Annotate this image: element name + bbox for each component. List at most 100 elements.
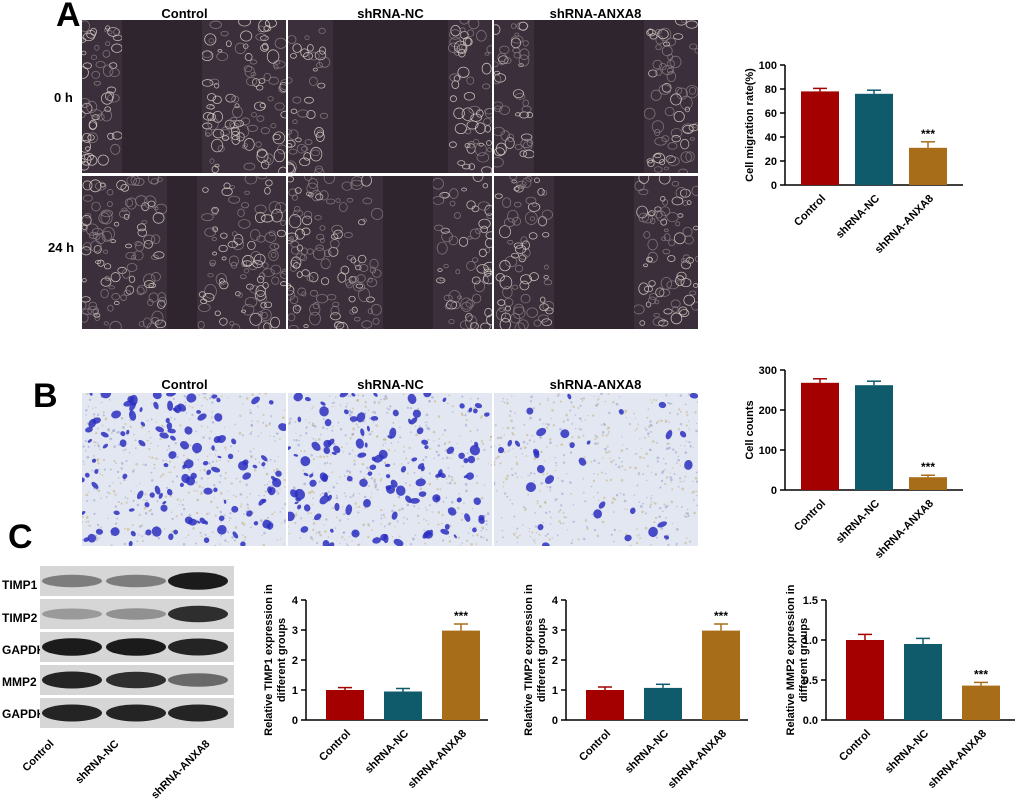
y-axis-label: Cell migration rate(%) [744, 68, 756, 182]
bar [904, 644, 942, 720]
y-tick-label: 300 [759, 365, 777, 377]
x-tick-label: Control [792, 193, 828, 229]
x-tick-label: Control [317, 728, 353, 764]
bar [909, 477, 947, 490]
bar [855, 385, 893, 490]
mmp2-chart: 0.0 0.5 1.0 1.5 Relative MMP2 expression in d… [785, 584, 1015, 791]
y-tick-label: 0 [771, 485, 777, 497]
x-tick-label: Control [837, 728, 873, 764]
wound-image [494, 176, 698, 329]
bar [326, 690, 364, 720]
wb-label: GAPDH [2, 707, 46, 721]
y-tick-label: 0 [552, 715, 558, 727]
y-tick-label: 60 [765, 108, 777, 120]
y-tick-label: 0 [292, 715, 298, 727]
western-blot: TIMP1 TIMP2 GAPDH MMP2 GAPDH [0, 566, 240, 736]
y-tick-label: 1.5 [803, 595, 818, 607]
y-axis-label: Relative TIMP2 expression in [523, 584, 535, 736]
wound-image [288, 176, 492, 329]
y-axis-label: different groups [276, 618, 288, 702]
wb-band-strip [40, 632, 234, 662]
panel-label-c: C [8, 518, 33, 556]
y-tick-label: 0.5 [803, 675, 818, 687]
transwell-col-header: Control [161, 377, 208, 392]
panel-label-b: B [33, 377, 58, 415]
wound-image [494, 20, 698, 173]
significance-label: *** [921, 127, 935, 141]
wb-lane-label: Control [20, 738, 57, 775]
significance-label: *** [974, 667, 988, 681]
wb-label: GAPDH [2, 643, 46, 657]
y-tick-label: 1 [552, 685, 558, 697]
y-tick-label: 4 [552, 595, 559, 607]
x-tick-label: shRNA-NC [834, 193, 882, 241]
x-tick-label: shRNA-NC [834, 498, 882, 546]
bar [384, 691, 422, 720]
bar [962, 685, 1000, 720]
wb-band-strip [40, 665, 234, 695]
cell-counts-chart: 0 100 200 300 Cell counts Control shRNA-NC *** s… [744, 365, 963, 561]
y-tick-label: 20 [765, 156, 777, 168]
x-tick-label: shRNA-NC [363, 728, 411, 776]
wb-lane-label: shRNA-NC [73, 738, 122, 787]
panel-label-a: A [56, 0, 81, 34]
x-tick-label: Control [577, 728, 613, 764]
transwell-image [288, 393, 492, 546]
wound-image [288, 20, 492, 173]
y-axis-label: Cell counts [744, 400, 756, 459]
transwell-col-header: shRNA-NC [357, 377, 424, 392]
bar [644, 687, 682, 720]
wb-label: TIMP1 [2, 578, 38, 592]
y-axis-label: Relative TIMP1 expression in [263, 584, 275, 736]
wound-col-header: Control [161, 6, 208, 21]
y-tick-label: 3 [552, 625, 558, 637]
y-tick-label: 1 [292, 685, 298, 697]
wound-col-header: shRNA-NC [357, 6, 424, 21]
y-tick-label: 100 [759, 60, 777, 72]
y-tick-label: 3 [292, 625, 298, 637]
bar [855, 93, 893, 185]
wb-band-strip [40, 698, 234, 728]
significance-label: *** [714, 609, 728, 623]
x-tick-label: shRNA-ANXA8 [873, 498, 936, 561]
timp1-chart: 0 1 2 3 4 Relative TIMP1 expression in differe… [263, 584, 488, 791]
wb-band-strip [40, 566, 234, 596]
wound-image [82, 20, 286, 173]
y-axis-label: different groups [798, 618, 810, 702]
y-tick-label: 0.0 [803, 715, 818, 727]
wound-col-header: shRNA-ANXA8 [549, 6, 642, 21]
x-tick-label: Control [792, 498, 828, 534]
y-tick-label: 80 [765, 84, 777, 96]
timp2-chart: 0 1 2 3 4 Relative TIMP2 expression in differe… [523, 584, 748, 791]
x-tick-label: shRNA-NC [623, 728, 671, 776]
y-tick-label: 200 [759, 405, 777, 417]
y-tick-label: 40 [765, 132, 777, 144]
y-tick-label: 2 [552, 655, 558, 667]
wb-label: TIMP2 [2, 611, 38, 625]
bar [909, 147, 947, 185]
x-tick-label: shRNA-ANXA8 [666, 728, 729, 791]
x-tick-label: shRNA-ANXA8 [406, 728, 469, 791]
x-tick-label: shRNA-NC [883, 728, 931, 776]
bar [801, 91, 839, 185]
significance-label: *** [454, 609, 468, 623]
bar [801, 382, 839, 490]
bar [442, 630, 480, 720]
wb-band-strip [40, 599, 234, 629]
significance-label: *** [921, 460, 935, 474]
wound-row-label: 24 h [48, 240, 75, 255]
transwell-col-header: shRNA-ANXA8 [549, 377, 642, 392]
y-tick-label: 4 [292, 595, 299, 607]
transwell-image [494, 393, 698, 546]
bar [586, 690, 624, 720]
bar [846, 640, 884, 720]
y-tick-label: 1.0 [803, 635, 818, 647]
x-tick-label: shRNA-ANXA8 [873, 193, 936, 256]
transwell-image [82, 393, 286, 546]
wound-image [82, 176, 286, 329]
wound-row-label: 0 h [54, 90, 73, 105]
bar [702, 630, 740, 720]
y-axis-label: Relative MMP2 expression in [785, 584, 797, 735]
y-tick-label: 100 [759, 445, 777, 457]
